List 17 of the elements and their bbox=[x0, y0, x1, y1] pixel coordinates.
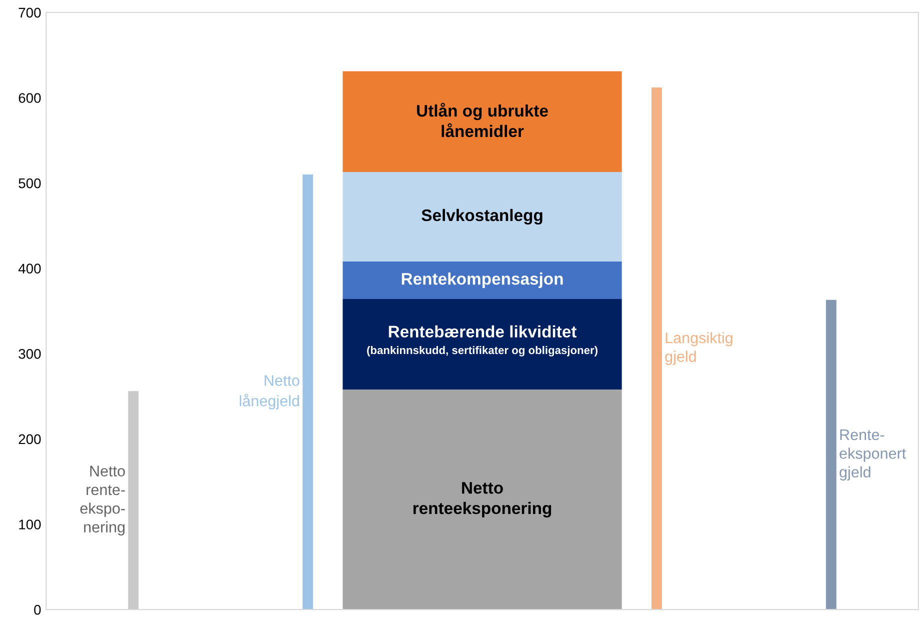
y-tick-label: 700 bbox=[18, 8, 41, 18]
y-tick-label: 200 bbox=[18, 434, 41, 444]
y-tick-label: 600 bbox=[18, 93, 41, 103]
series-label: Selvkostanlegg bbox=[422, 208, 542, 225]
series-label: Netto renteeksponering bbox=[413, 482, 552, 518]
series-label: Netto lånegjeld bbox=[240, 375, 300, 410]
y-tick-label: 400 bbox=[18, 264, 41, 274]
series-label: Netto rente- ekspo- nering bbox=[80, 466, 125, 536]
y-tick-label: 500 bbox=[18, 178, 41, 188]
series-label: Utlån og ubrukte lånemidler bbox=[417, 102, 548, 138]
series-label: Rentebærende likviditet (bankinnskudd, sertifikater og obligasjoner) bbox=[367, 325, 598, 356]
y-tick-label: 0 bbox=[34, 604, 41, 615]
series-label: Rentekompensasjon bbox=[402, 272, 563, 288]
series-label: Langsiktig gjeld bbox=[665, 332, 732, 365]
y-tick-label: 300 bbox=[18, 348, 41, 359]
series-label: Rente- eksponert gjeld bbox=[840, 430, 906, 481]
y-tick-label: 100 bbox=[19, 520, 41, 530]
